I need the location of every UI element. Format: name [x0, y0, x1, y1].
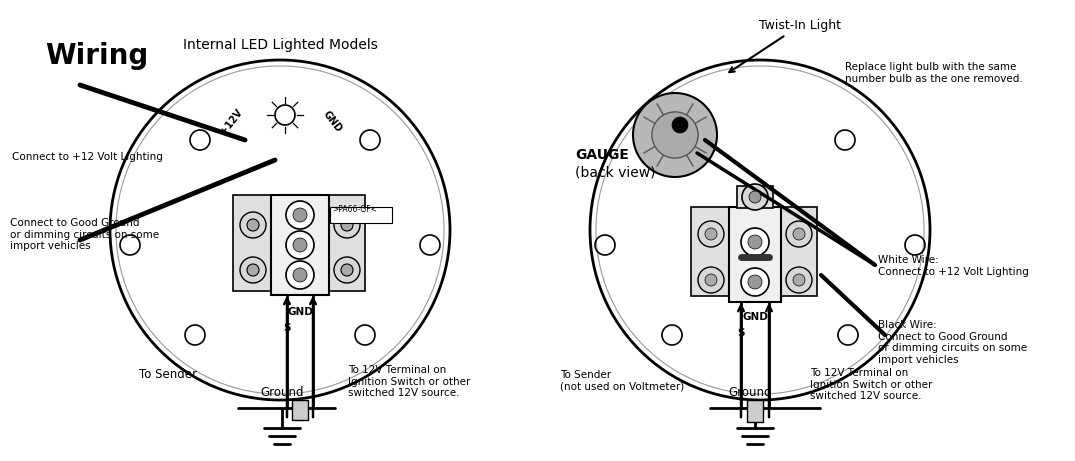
Text: GND: GND	[742, 312, 768, 322]
Text: White Wire:
Connect to +12 Volt Lighting: White Wire: Connect to +12 Volt Lighting	[878, 255, 1029, 277]
Circle shape	[240, 257, 266, 283]
Circle shape	[286, 201, 314, 229]
FancyBboxPatch shape	[747, 400, 763, 422]
Text: Connect to Good Ground
or dimming circuits on some
import vehicles: Connect to Good Ground or dimming circui…	[10, 218, 159, 251]
Circle shape	[748, 275, 762, 289]
Circle shape	[748, 235, 762, 249]
Text: To 12V Terminal on
Ignition Switch or other
switched 12V source.: To 12V Terminal on Ignition Switch or ot…	[809, 368, 932, 401]
Circle shape	[786, 221, 812, 247]
Circle shape	[293, 268, 307, 282]
FancyBboxPatch shape	[292, 400, 309, 420]
FancyBboxPatch shape	[330, 207, 392, 223]
Circle shape	[749, 191, 761, 203]
Circle shape	[786, 267, 812, 293]
Circle shape	[698, 267, 723, 293]
Circle shape	[705, 274, 717, 286]
Circle shape	[793, 228, 805, 240]
FancyBboxPatch shape	[327, 195, 366, 291]
Circle shape	[293, 238, 307, 252]
Text: Connect to +12 Volt Lighting: Connect to +12 Volt Lighting	[12, 152, 163, 162]
Circle shape	[334, 257, 360, 283]
Text: Black Wire:
Connect to Good Ground
or dimming circuits on some
import vehicles: Black Wire: Connect to Good Ground or di…	[878, 320, 1027, 365]
Text: +12V: +12V	[219, 107, 245, 136]
Text: I: I	[311, 323, 315, 333]
Text: To Sender: To Sender	[139, 368, 197, 381]
FancyBboxPatch shape	[779, 207, 817, 296]
Circle shape	[341, 264, 353, 276]
Text: GAUGE: GAUGE	[575, 148, 629, 162]
Text: S: S	[283, 323, 290, 333]
Circle shape	[334, 212, 360, 238]
Circle shape	[793, 274, 805, 286]
Text: Internal LED Lighted Models: Internal LED Lighted Models	[183, 38, 377, 52]
Circle shape	[698, 221, 723, 247]
FancyBboxPatch shape	[729, 207, 782, 302]
FancyBboxPatch shape	[271, 195, 329, 295]
Circle shape	[293, 208, 307, 222]
Text: Wiring: Wiring	[45, 42, 148, 70]
Circle shape	[247, 264, 259, 276]
Text: >PA66-GF<: >PA66-GF<	[332, 205, 377, 214]
Circle shape	[633, 93, 717, 177]
Text: Replace light bulb with the same
number bulb as the one removed.: Replace light bulb with the same number …	[845, 62, 1022, 83]
Circle shape	[341, 219, 353, 231]
Text: To Sender
(not used on Voltmeter): To Sender (not used on Voltmeter)	[560, 370, 685, 391]
Circle shape	[651, 112, 698, 158]
Text: Ground: Ground	[260, 386, 304, 399]
Circle shape	[240, 212, 266, 238]
FancyBboxPatch shape	[233, 195, 273, 291]
Text: Ground: Ground	[728, 386, 772, 399]
Circle shape	[741, 268, 769, 296]
FancyBboxPatch shape	[691, 207, 731, 296]
Text: S: S	[737, 328, 745, 338]
Text: Twist-In Light: Twist-In Light	[729, 19, 841, 72]
Text: I: I	[768, 328, 771, 338]
Circle shape	[705, 228, 717, 240]
Circle shape	[247, 219, 259, 231]
Text: GND: GND	[320, 109, 343, 135]
Circle shape	[286, 231, 314, 259]
Circle shape	[742, 184, 768, 210]
Circle shape	[741, 228, 769, 256]
Text: GND: GND	[287, 307, 313, 317]
Text: To 12V Terminal on
Ignition Switch or other
switched 12V source.: To 12V Terminal on Ignition Switch or ot…	[348, 365, 471, 398]
Circle shape	[672, 117, 688, 133]
Text: (back view): (back view)	[575, 165, 656, 179]
FancyBboxPatch shape	[737, 186, 773, 208]
Circle shape	[286, 261, 314, 289]
